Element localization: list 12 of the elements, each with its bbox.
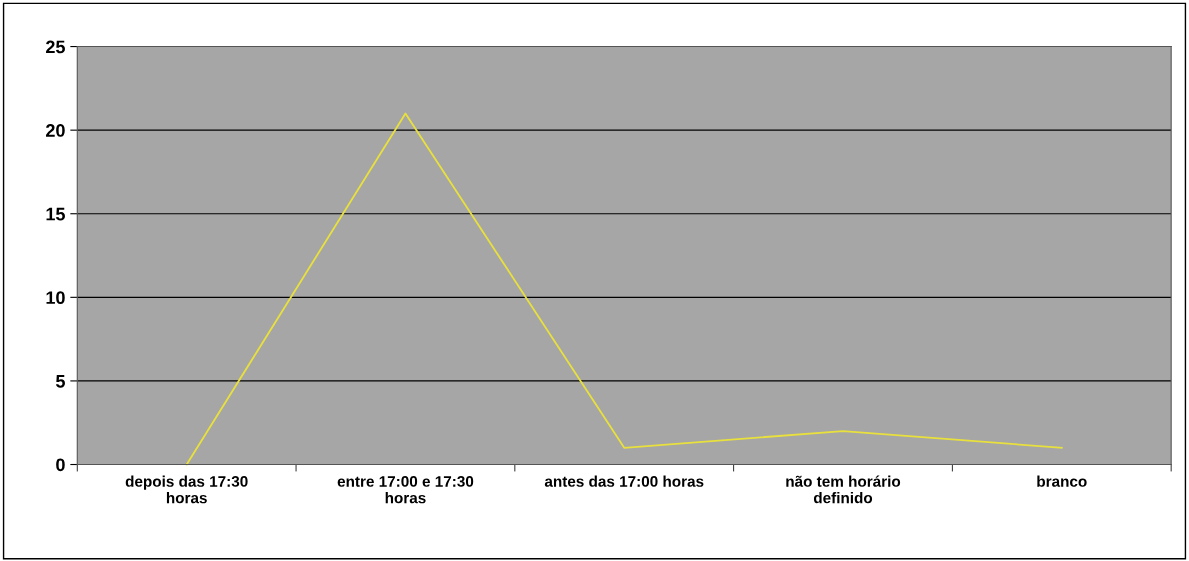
y-tick-label: 20 — [46, 124, 65, 137]
x-tick-label: depois das 17:30 horas — [125, 475, 248, 504]
x-tick-label: branco — [1037, 475, 1087, 487]
y-tick-label: 5 — [55, 375, 65, 388]
x-tick-label: antes das 17:00 horas — [544, 475, 704, 487]
y-tick-label: 0 — [56, 458, 65, 472]
x-tick-label: não tem horário definido — [786, 475, 901, 504]
y-tick-label: 25 — [46, 40, 65, 54]
x-tick-label: entre 17:00 e 17:30 horas — [337, 476, 474, 504]
y-tick-label: 10 — [46, 291, 65, 305]
y-tick-label: 15 — [46, 207, 65, 221]
line-series — [185, 112, 1063, 466]
